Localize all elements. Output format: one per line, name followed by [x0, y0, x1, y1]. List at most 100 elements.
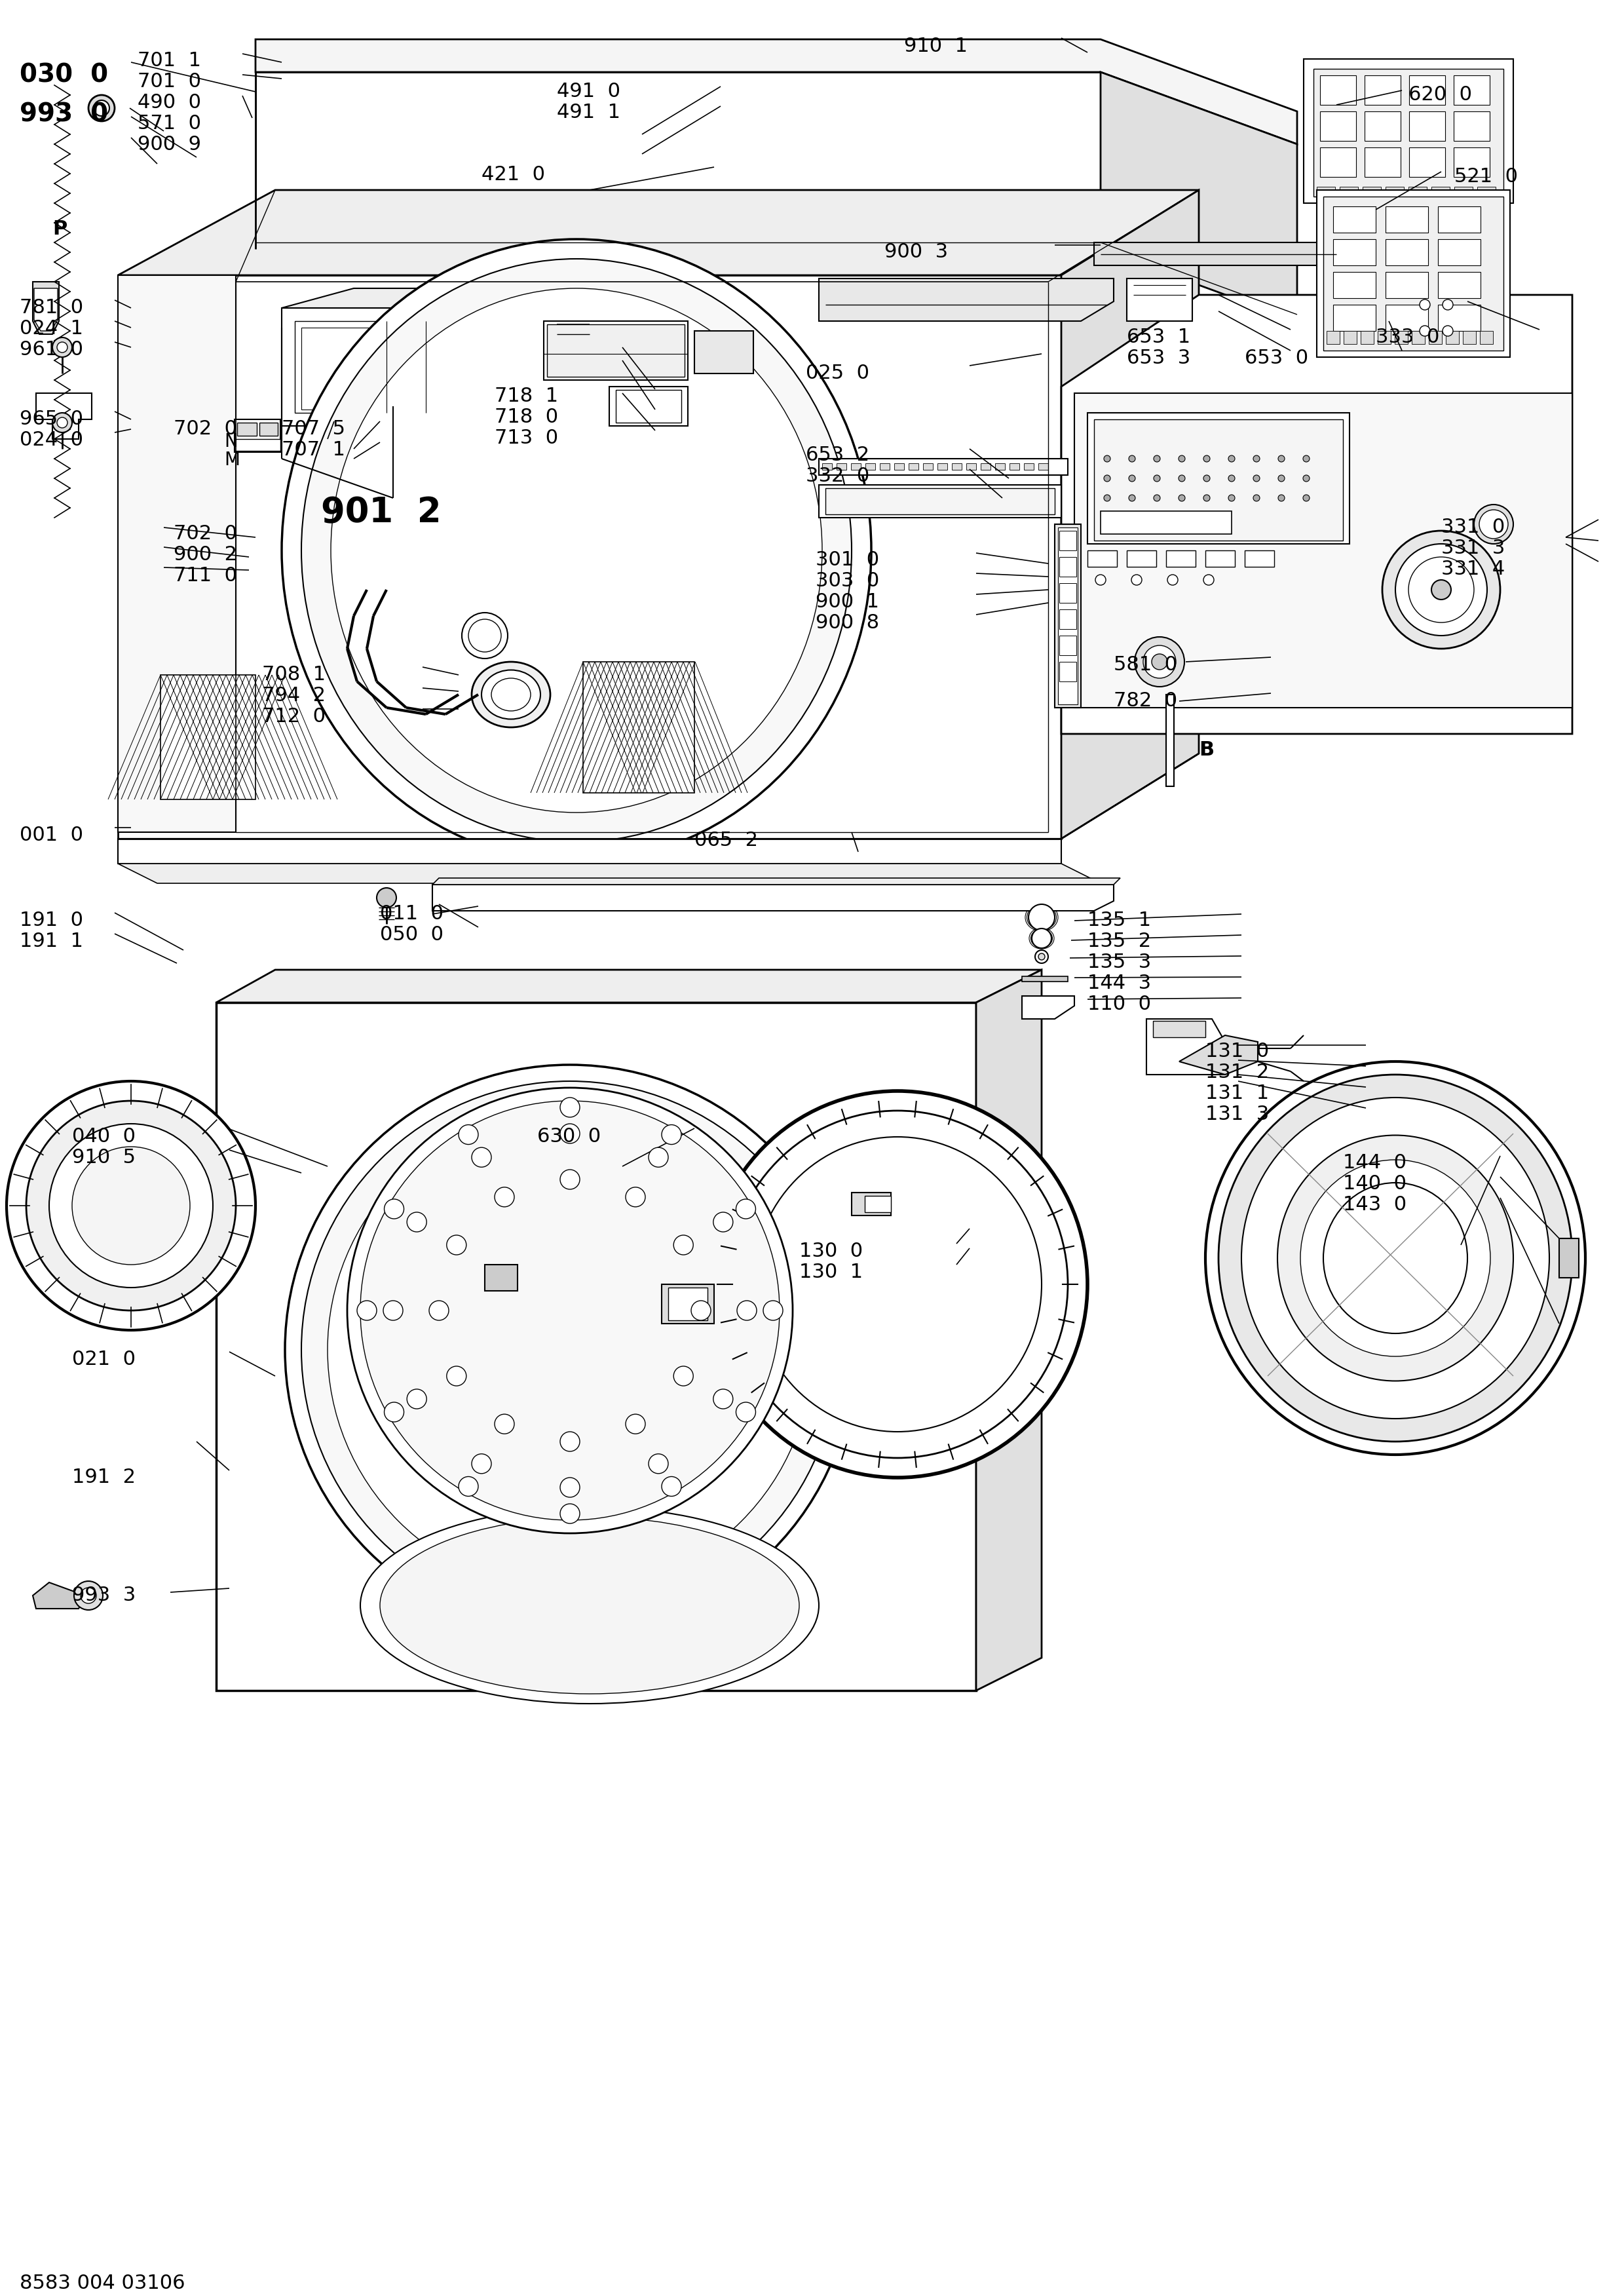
Text: 900  2: 900 2 — [174, 544, 237, 565]
Text: 581  0: 581 0 — [1114, 654, 1177, 675]
Circle shape — [1442, 326, 1453, 335]
Bar — [966, 464, 976, 471]
Circle shape — [1168, 574, 1177, 585]
Bar — [1304, 60, 1514, 202]
Bar — [851, 464, 861, 471]
Circle shape — [713, 1212, 732, 1233]
Circle shape — [1129, 475, 1135, 482]
Circle shape — [1031, 928, 1051, 948]
Text: 331  3: 331 3 — [1440, 540, 1505, 558]
Text: 713  0: 713 0 — [495, 429, 559, 448]
Ellipse shape — [361, 1100, 780, 1520]
Ellipse shape — [1205, 1061, 1585, 1456]
Circle shape — [81, 1587, 96, 1603]
Circle shape — [1419, 298, 1431, 310]
Text: 143  0: 143 0 — [1343, 1196, 1406, 1215]
Bar — [1453, 147, 1489, 177]
Circle shape — [471, 1453, 492, 1474]
Bar — [818, 459, 1069, 475]
Text: 065  2: 065 2 — [695, 831, 758, 850]
Bar — [1385, 239, 1427, 266]
Circle shape — [1203, 574, 1213, 585]
Text: 702  0: 702 0 — [174, 420, 237, 439]
Text: 708  1: 708 1 — [261, 666, 326, 684]
Bar — [1333, 271, 1376, 298]
Circle shape — [1153, 475, 1160, 482]
Bar — [1437, 207, 1481, 232]
Circle shape — [1419, 326, 1431, 335]
Bar — [1059, 608, 1077, 629]
Text: 910  1: 910 1 — [905, 37, 968, 55]
Text: 653  3: 653 3 — [1127, 349, 1190, 367]
Text: 711  0: 711 0 — [174, 567, 237, 585]
Ellipse shape — [1301, 1159, 1491, 1357]
Text: 653  1: 653 1 — [1127, 328, 1190, 347]
Polygon shape — [119, 863, 1101, 884]
Bar — [1479, 331, 1492, 344]
Polygon shape — [255, 39, 1298, 145]
Bar — [1385, 186, 1403, 197]
Text: 707  5: 707 5 — [281, 420, 346, 439]
Circle shape — [1034, 951, 1047, 964]
Bar — [667, 1288, 708, 1320]
Bar — [1429, 331, 1442, 344]
Text: N: N — [224, 432, 237, 450]
Bar — [1127, 551, 1156, 567]
Circle shape — [458, 1476, 477, 1497]
Bar — [1059, 661, 1077, 682]
Polygon shape — [216, 969, 1041, 1003]
Bar — [615, 390, 682, 422]
Circle shape — [1254, 475, 1260, 482]
Bar — [1333, 207, 1376, 232]
Circle shape — [471, 1148, 492, 1166]
Text: 781  0: 781 0 — [19, 298, 83, 317]
Text: 900  8: 900 8 — [815, 613, 879, 631]
Text: 900  1: 900 1 — [815, 592, 879, 611]
Circle shape — [1179, 494, 1186, 501]
Text: 718  0: 718 0 — [495, 409, 559, 427]
Text: 961  0: 961 0 — [19, 340, 83, 358]
Bar — [596, 305, 641, 347]
Text: 331  4: 331 4 — [1440, 560, 1505, 579]
Text: 630  0: 630 0 — [538, 1127, 601, 1146]
Text: 993  3: 993 3 — [71, 1587, 136, 1605]
Bar — [952, 464, 961, 471]
Ellipse shape — [302, 505, 380, 544]
Bar — [825, 489, 1054, 514]
Circle shape — [447, 1366, 466, 1387]
Circle shape — [1135, 636, 1184, 687]
Bar — [1431, 186, 1450, 197]
Bar — [1385, 207, 1427, 232]
Circle shape — [495, 1414, 515, 1433]
Bar — [1343, 331, 1356, 344]
Bar — [1411, 331, 1424, 344]
Bar — [1445, 331, 1458, 344]
Text: 130  0: 130 0 — [799, 1242, 862, 1261]
Polygon shape — [583, 661, 695, 792]
Polygon shape — [119, 191, 1199, 276]
Circle shape — [560, 1479, 580, 1497]
Bar — [895, 464, 905, 471]
Bar — [1333, 239, 1376, 266]
Bar — [880, 464, 890, 471]
Text: 521  0: 521 0 — [1455, 168, 1518, 186]
Text: 702  0: 702 0 — [174, 523, 237, 544]
Ellipse shape — [728, 1111, 1069, 1458]
Bar — [590, 298, 648, 351]
Bar — [1333, 305, 1376, 331]
Text: 490  0: 490 0 — [138, 94, 201, 113]
Bar — [922, 464, 932, 471]
Bar — [822, 464, 831, 471]
Circle shape — [1151, 654, 1168, 670]
Circle shape — [674, 1366, 693, 1387]
Bar — [237, 422, 257, 436]
Text: 144  3: 144 3 — [1088, 974, 1151, 992]
Ellipse shape — [471, 661, 551, 728]
Text: 901  2: 901 2 — [322, 496, 442, 530]
Text: 135  3: 135 3 — [1088, 953, 1151, 971]
Text: 001  0: 001 0 — [19, 827, 83, 845]
Text: 130  1: 130 1 — [799, 1263, 862, 1281]
Polygon shape — [281, 308, 471, 427]
Circle shape — [447, 1235, 466, 1256]
Circle shape — [385, 1403, 404, 1421]
